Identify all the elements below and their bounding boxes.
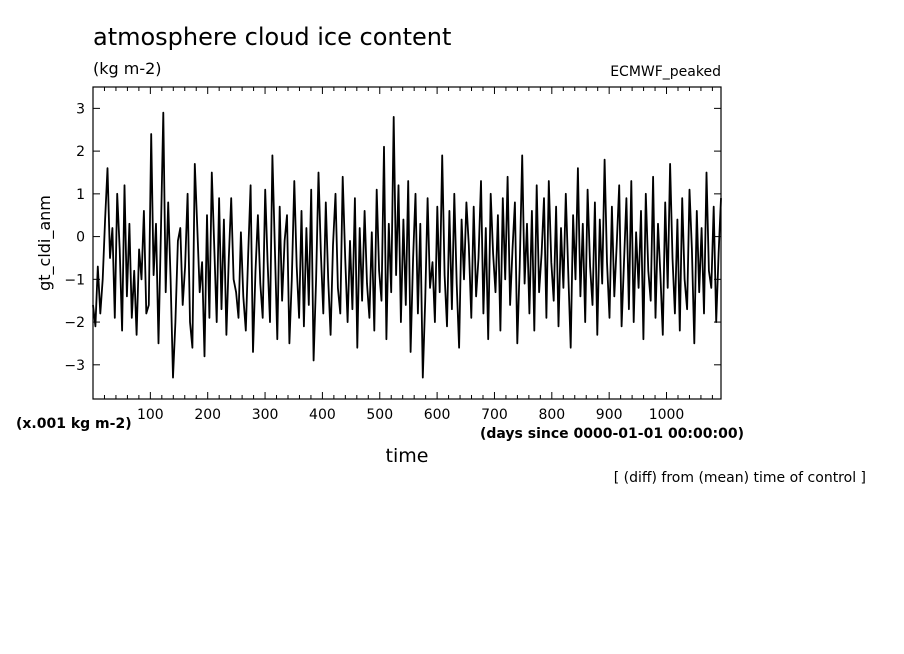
x-axis-ticks: 100 200 300 400 500 600 700 800 900 1000 [103,87,713,423]
series-layer [92,111,722,379]
series-line [92,111,722,379]
x-tick-label: 800 [538,407,565,423]
x-unit-note: (days since 0000-01-01 00:00:00) [480,426,744,442]
chart-subtitle: (kg m-2) [93,59,162,78]
x-tick-label: 200 [194,407,221,423]
x-tick-label: 600 [424,407,451,423]
x-tick-label: 500 [366,407,393,423]
y-axis-label: gt_cldi_anm [35,195,55,291]
y-axis-ticks: 3 2 1 0 −1 −2 −3 [64,101,721,374]
x-tick-label: 900 [596,407,623,423]
x-tick-label: 100 [137,407,164,423]
chart-annotation-right: ECMWF_peaked [610,64,721,80]
x-tick-label: 400 [309,407,336,423]
y-tick-label: −1 [64,272,85,288]
plot-frame [92,86,722,400]
chart-footnote: [ (diff) from (mean) time of control ] [614,470,866,486]
chart-title: atmosphere cloud ice content [93,23,451,51]
y-tick-label: 3 [76,101,85,117]
y-tick-label: −2 [64,315,85,331]
x-axis-label: time [386,445,429,467]
x-tick-label: 1000 [649,407,685,423]
y-tick-label: 0 [76,230,85,246]
y-tick-label: −3 [64,358,85,374]
y-unit-note: (x.001 kg m-2) [16,416,132,432]
x-tick-label: 700 [481,407,508,423]
x-tick-label: 300 [252,407,279,423]
y-tick-label: 2 [76,144,85,160]
y-tick-label: 1 [76,187,85,203]
